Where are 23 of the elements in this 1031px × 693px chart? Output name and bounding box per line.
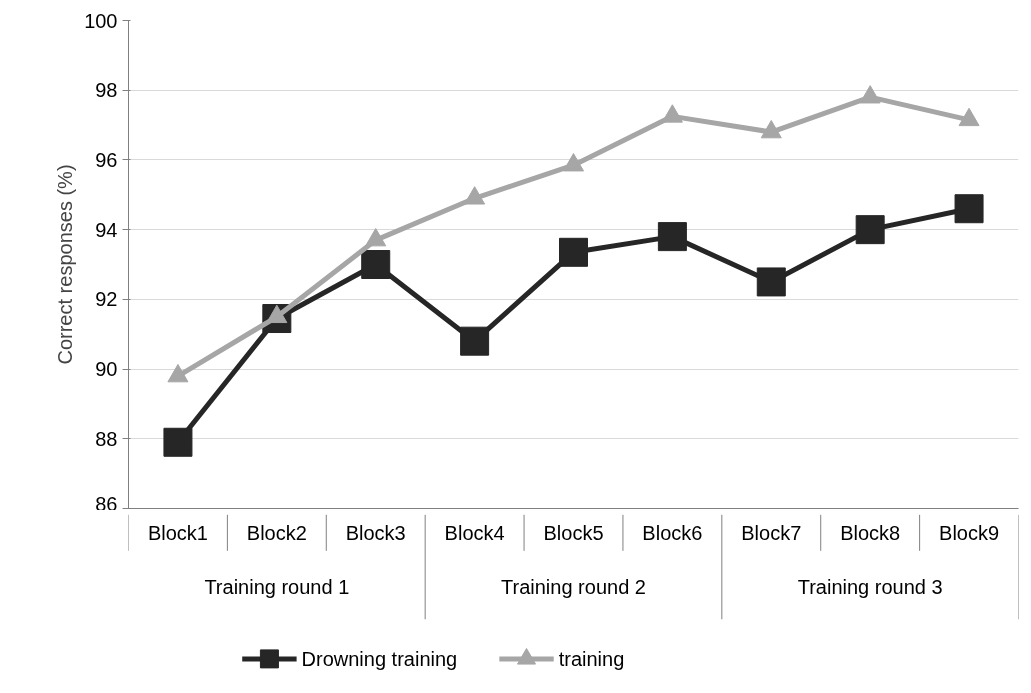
y-tick-label: 96 xyxy=(95,148,118,171)
y-tick-label: 86 xyxy=(95,492,118,515)
x-tick-label: Block7 xyxy=(741,521,802,544)
x-tick-label: Block8 xyxy=(840,521,901,544)
x-tick-label: Block2 xyxy=(246,521,307,544)
legend-label: Drowning training xyxy=(301,647,458,670)
x-tick-label: Block1 xyxy=(147,521,208,544)
text: Training round 2 xyxy=(501,575,646,598)
x-tick-label: Block9 xyxy=(939,521,1000,544)
x-tick-label: Block4 xyxy=(444,521,505,544)
legend-label: training xyxy=(558,647,625,670)
y-tick-label: 98 xyxy=(95,79,118,102)
y-tick-label: 94 xyxy=(95,218,118,241)
y-axis-title: Correct responses (%) xyxy=(54,164,77,365)
y-tick-label: 88 xyxy=(95,427,118,450)
y-tick-label: 90 xyxy=(95,358,118,381)
x-tick-label: Block6 xyxy=(642,521,703,544)
y-tick-label: 100 xyxy=(84,9,118,32)
text: Training round 3 xyxy=(797,575,943,598)
text: Training round 1 xyxy=(204,575,350,598)
x-tick-label: Block5 xyxy=(543,521,604,544)
x-tick-label: Block3 xyxy=(345,521,406,544)
y-tick-label: 92 xyxy=(95,288,118,311)
